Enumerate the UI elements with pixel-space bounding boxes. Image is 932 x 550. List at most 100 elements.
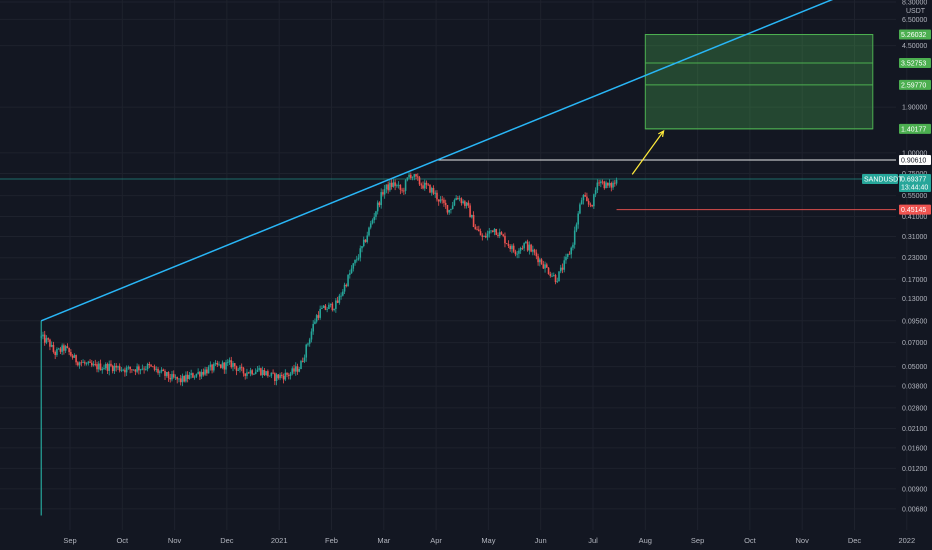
time-tick-label: Jul — [588, 536, 598, 545]
candle-body — [122, 369, 124, 371]
candle-body — [436, 192, 438, 200]
candle-body — [136, 366, 138, 372]
candle-body — [483, 235, 485, 237]
price-tick-label: 0.41000 — [902, 214, 927, 221]
candle-body — [335, 300, 337, 309]
candle-body — [50, 344, 53, 347]
candle-body — [108, 363, 111, 371]
candle-body — [103, 368, 105, 370]
candle-body — [310, 331, 313, 340]
candle-body — [474, 227, 477, 230]
candle-body — [345, 284, 348, 287]
candle-body — [281, 374, 283, 376]
candle-body — [535, 252, 538, 257]
candle-body — [361, 246, 363, 249]
candle-body — [298, 369, 301, 372]
candle-body — [132, 369, 135, 371]
candle-body — [324, 305, 327, 310]
candle-body — [570, 247, 573, 255]
candle-body — [240, 366, 243, 368]
time-tick-label: May — [481, 536, 495, 545]
candle-body — [200, 371, 203, 377]
candle-body — [427, 184, 430, 186]
candle-body — [533, 249, 536, 253]
candle-body — [359, 248, 362, 258]
price-tag-t5 — [899, 154, 931, 165]
candle-body — [148, 364, 151, 366]
candle-body — [354, 259, 356, 264]
candle-body — [47, 338, 50, 340]
candle-body — [134, 369, 137, 372]
candle-body — [577, 213, 579, 225]
candle-body — [364, 239, 367, 242]
candle-body — [465, 202, 468, 206]
projection-arrow[interactable] — [631, 129, 665, 175]
candle-body — [247, 372, 250, 374]
candle-body — [504, 235, 506, 244]
candle-body — [397, 184, 400, 186]
candle-body — [193, 376, 196, 378]
candle-body — [169, 377, 172, 380]
candle-body — [376, 202, 379, 212]
candle-body — [385, 184, 388, 190]
candle-body — [185, 374, 187, 382]
candle-body — [70, 352, 72, 356]
candle-body — [146, 364, 149, 370]
grid-lines — [0, 0, 908, 530]
trendline[interactable] — [40, 0, 849, 322]
candle-body — [380, 192, 382, 206]
candle-body — [521, 248, 524, 249]
price-tag-label: 3.52753 — [901, 61, 926, 68]
candle-body — [544, 264, 546, 269]
time-tick-label: Nov — [168, 536, 182, 545]
candle-body — [315, 315, 318, 322]
candle-body — [232, 363, 234, 368]
candle-body — [579, 204, 581, 214]
price-tick-label: 0.07000 — [902, 340, 927, 347]
candle-body — [542, 264, 545, 269]
candle-body — [444, 202, 447, 205]
candle-body — [451, 205, 454, 210]
candle-body — [167, 372, 170, 378]
candle-body — [371, 220, 374, 224]
candle-body — [190, 373, 192, 376]
candle-body — [493, 228, 496, 233]
price-tick-label: 0.01600 — [902, 445, 927, 452]
candle-body — [267, 371, 269, 376]
candle-body — [143, 368, 145, 370]
candle-body — [226, 362, 229, 363]
candle-body — [547, 267, 550, 274]
candle-body — [530, 244, 532, 252]
candle-body — [110, 363, 112, 366]
candle-body — [584, 194, 586, 197]
candle-body — [532, 249, 534, 252]
candle-body — [153, 366, 156, 370]
price-tag-t1 — [899, 29, 931, 40]
candle-body — [580, 200, 583, 205]
candle-body — [78, 362, 81, 366]
candle-body — [378, 202, 381, 206]
candle-body — [96, 364, 98, 370]
candle-body — [228, 360, 231, 363]
candle-body — [605, 182, 607, 189]
time-tick-label: Dec — [220, 536, 234, 545]
candle-body — [575, 224, 578, 231]
candle-body — [432, 187, 435, 194]
time-axis[interactable]: Sep Oct Nov Dec 2021 Feb Mar Apr May Jun Jul Aug Sep… — [63, 536, 915, 545]
candle-body — [87, 361, 90, 364]
candle-body — [430, 187, 433, 193]
price-tick-label: 0.09500 — [902, 318, 927, 325]
candle-body — [172, 374, 175, 378]
candle-body — [572, 244, 574, 248]
candle-body — [331, 303, 334, 311]
time-tick-label: Oct — [744, 536, 757, 545]
candle-body — [188, 375, 191, 379]
candle-body — [211, 364, 213, 371]
candle-body — [244, 373, 247, 376]
time-tick-label: Mar — [377, 536, 390, 545]
candle-body — [390, 182, 393, 187]
candle-body — [410, 174, 412, 178]
time-tick-label: Sep — [63, 536, 76, 545]
candle-body — [84, 362, 86, 364]
